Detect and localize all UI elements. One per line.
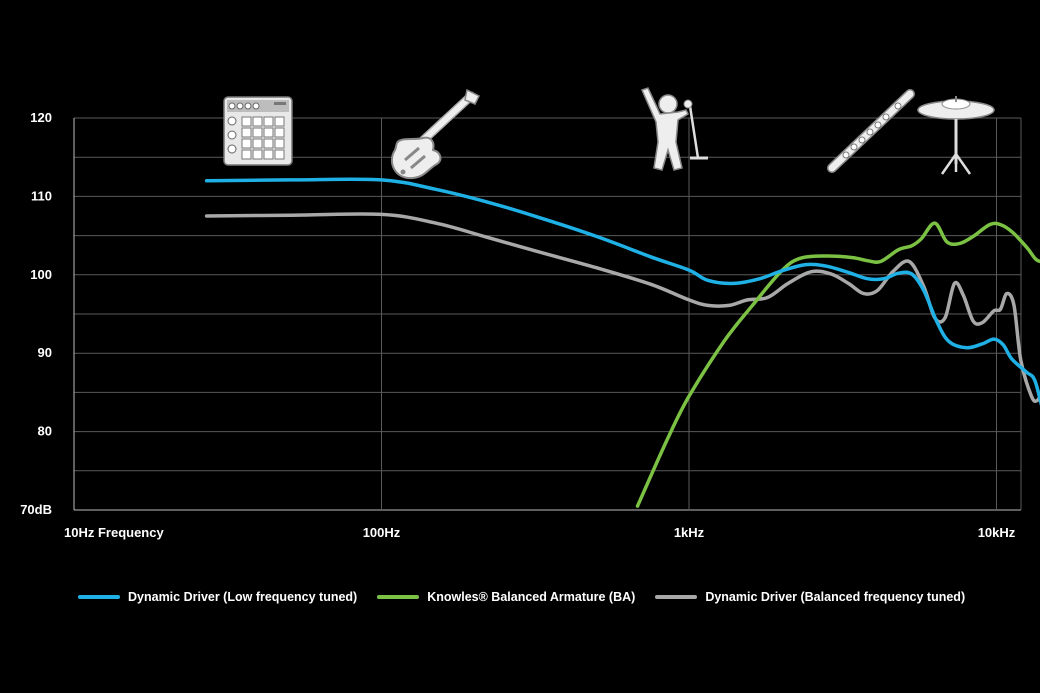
legend-item: Dynamic Driver (Balanced frequency tuned… xyxy=(655,590,965,604)
legend-label: Dynamic Driver (Balanced frequency tuned… xyxy=(705,590,966,604)
y-tick-label: 80 xyxy=(38,424,52,439)
legend-item: Knowles® Balanced Armature (BA) xyxy=(377,590,635,604)
legend: Dynamic Driver (Low frequency tuned) Know… xyxy=(78,590,985,604)
y-tick-label: 100 xyxy=(30,267,52,282)
y-axis: 120 110 100 90 80 70dB xyxy=(20,110,52,517)
legend-swatch xyxy=(78,595,120,599)
series-line-3 xyxy=(204,212,1040,404)
series-lines xyxy=(204,177,1040,508)
x-tick-label: 10kHz xyxy=(978,525,1016,540)
instrument-icons xyxy=(223,87,995,180)
grid xyxy=(73,117,1022,511)
x-tick-label: 10Hz Frequency xyxy=(64,525,164,540)
legend-item: Dynamic Driver (Low frequency tuned) xyxy=(78,590,357,604)
y-tick-label: 110 xyxy=(31,188,52,203)
legend-label: Dynamic Driver (Low frequency tuned) xyxy=(128,590,358,604)
y-tick-label: 70dB xyxy=(20,502,52,517)
series-line-1 xyxy=(204,177,1040,407)
legend-label: Knowles® Balanced Armature (BA) xyxy=(427,590,636,604)
y-tick-label: 120 xyxy=(30,110,52,125)
x-tick-label: 1kHz xyxy=(674,525,705,540)
x-axis: 10Hz Frequency 100Hz 1kHz 10kHz xyxy=(64,525,1016,540)
bass-guitar-icon xyxy=(390,88,481,180)
y-tick-label: 90 xyxy=(38,345,52,360)
singer-icon xyxy=(640,87,708,171)
legend-swatch xyxy=(377,595,420,599)
flute-icon xyxy=(827,89,915,173)
legend-swatch xyxy=(655,595,698,599)
x-tick-label: 100Hz xyxy=(363,525,401,540)
cymbal-icon xyxy=(917,96,995,175)
series-line-2 xyxy=(635,221,1040,508)
drum-machine-icon xyxy=(223,96,293,166)
